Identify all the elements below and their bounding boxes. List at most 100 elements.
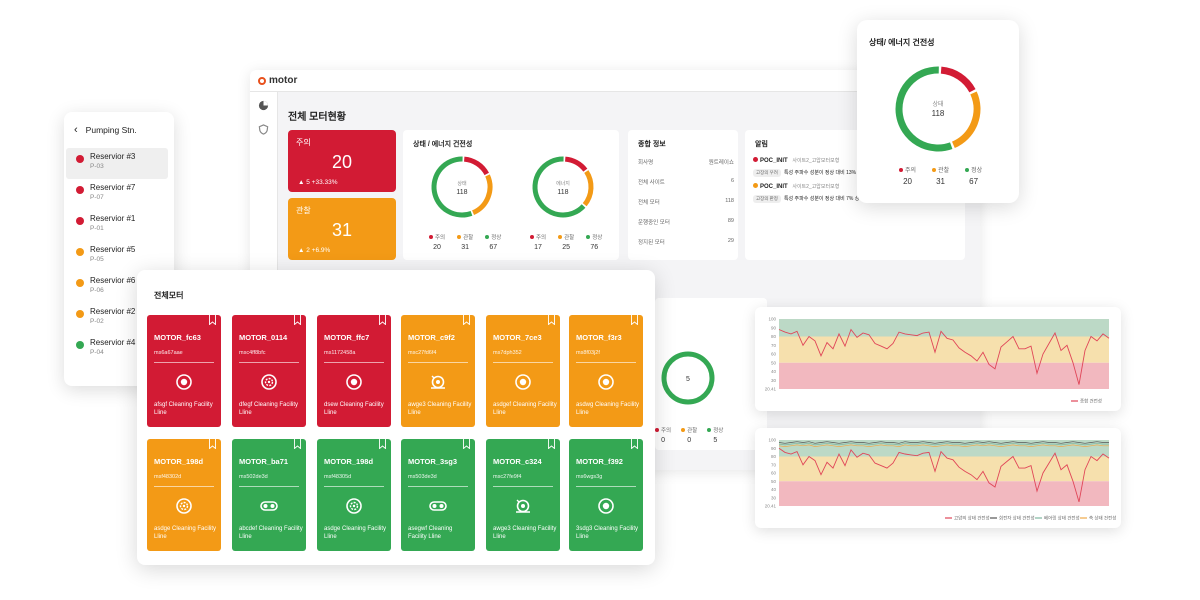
reservoir-item[interactable]: Reservior #4 P-04 [66, 334, 168, 365]
motor-card[interactable]: MOTOR_ba71 ms502de3d abcdef Cleaning Facil… [232, 439, 306, 551]
motor-name: MOTOR_f392 [576, 457, 623, 466]
target-icon [598, 374, 614, 390]
reservoir-item[interactable]: Reservior #3 P-03 [66, 148, 168, 179]
app-logo[interactable]: motor [258, 75, 297, 86]
target-icon [176, 374, 192, 390]
y-tick-label: 30 [771, 495, 777, 500]
reservoir-item[interactable]: Reservior #5 P-05 [66, 241, 168, 272]
reservoir-code: P-01 [90, 225, 104, 232]
donut-slice [471, 174, 493, 216]
motor-card[interactable]: MOTOR_7ce3 ms7dph352 asdgef Cleaning Facil… [486, 315, 560, 427]
motor-card[interactable]: MOTOR_198d msf48305d asdge Cleaning Facili… [317, 439, 391, 551]
status-dot [76, 310, 84, 318]
bookmark-icon[interactable] [631, 315, 638, 325]
legend-item: 주의 20 [429, 233, 445, 251]
bookmark-icon[interactable] [294, 315, 301, 325]
bookmark-icon[interactable] [463, 315, 470, 325]
bookmark-icon[interactable] [631, 439, 638, 449]
reservoir-item[interactable]: Reservior #1 P-01 [66, 210, 168, 241]
legend-item: 정상 67 [965, 165, 982, 186]
health-panel-title: 상태 / 에너지 건전성 [413, 141, 473, 148]
y-tick-label: 90 [771, 325, 777, 330]
motor-code: ms6a67aae [154, 350, 183, 356]
y-tick-label: 20.41 [765, 504, 777, 509]
back-chevron-icon[interactable]: ‹ [74, 124, 78, 136]
motor-code: msf48305d [324, 474, 352, 480]
motor-card[interactable]: MOTOR_f3r3 ms8f03j2f asdwg Cleaning Facili… [569, 315, 643, 427]
series-line [778, 328, 1110, 385]
stat-watch-value: 31 [331, 220, 353, 240]
motor-code: ms7dph352 [493, 350, 522, 356]
motor-card[interactable]: MOTOR_3sg3 ms503de3d asegwf Cleaning Facil… [401, 439, 475, 551]
legend-label: 회전자 상태 건전성 [999, 515, 1035, 522]
legend-label: 축 상태 건전성 [1089, 515, 1116, 522]
stat-watch-card[interactable]: 관찰 31 ▲ 2 +6.9% [288, 198, 396, 260]
fan-icon [346, 498, 362, 514]
reservoir-item[interactable]: Reservior #2 P-02 [66, 303, 168, 334]
pumping-title: Pumping Stn. [85, 125, 137, 135]
reservoir-item[interactable]: Reservior #7 P-07 [66, 179, 168, 210]
y-tick-label: 30 [771, 378, 777, 383]
motor-description: asdge Cleaning Facility Lline [154, 526, 217, 540]
y-tick-label: 70 [771, 462, 777, 467]
motor-code: ms502de3d [239, 474, 268, 480]
alert-tag: 고장의 판정 [753, 195, 781, 203]
reservoir-code: P-07 [90, 194, 104, 201]
bookmark-icon[interactable] [209, 439, 216, 449]
alert-tag: 고장의 우려 [753, 169, 781, 177]
stat-watch-label: 관찰 [296, 206, 311, 215]
legend-label: 고압의 상태 건전성 [954, 515, 990, 522]
shield-icon[interactable] [258, 124, 269, 135]
bookmark-icon[interactable] [379, 315, 386, 325]
alert-item[interactable]: POC_INIT 사이트2_고압모터모형 [753, 157, 839, 164]
bookmark-icon[interactable] [548, 315, 555, 325]
site-status-panel: 5 주의 0 관찰 0 정상 5 [655, 298, 767, 450]
bookmark-icon[interactable] [294, 439, 301, 449]
reservoir-name: Reservior #4 [90, 338, 136, 347]
pie-chart-icon[interactable] [258, 100, 269, 111]
reservoir-name: Reservior #2 [90, 307, 136, 316]
threshold-band [779, 336, 1109, 363]
bookmark-icon[interactable] [379, 439, 386, 449]
series-line [778, 447, 1110, 503]
motor-name: MOTOR_0114 [239, 333, 288, 342]
donut-slice [564, 156, 588, 172]
motor-card[interactable]: MOTOR_198d msf48302d asdge Cleaning Facili… [147, 439, 221, 551]
health-status-donut: 상태 118 [895, 66, 981, 152]
status-legend: 주의 20 관찰 31 정상 67 [429, 233, 501, 251]
component-health-line-chart: 100 90 80 70 60 50 40 30 20.41 고압의 상태 건전성 회전자 상태 건… [755, 428, 1121, 528]
bookmark-icon[interactable] [463, 439, 470, 449]
reservoir-name: Reservior #3 [90, 152, 136, 161]
target-icon [598, 498, 614, 514]
motor-card[interactable]: MOTOR_ffc7 ms1172458a dsew Cleaning Facili… [317, 315, 391, 427]
reservoir-code: P-06 [90, 287, 104, 294]
y-tick-label: 60 [771, 471, 777, 476]
motor-description: awge3 Cleaning Facility Lline [408, 402, 472, 416]
bookmark-icon[interactable] [548, 439, 555, 449]
stat-alert-value: 20 [331, 152, 353, 172]
motor-card[interactable]: MOTOR_c324 msc27fe9f4 awge3 Cleaning Facil… [486, 439, 560, 551]
health-status-title: 상태/ 에너지 건전성 [869, 38, 935, 47]
info-row: 회사명 원트레이쇼 [638, 160, 734, 166]
donut-slice [951, 91, 981, 149]
motor-description: awge3 Cleaning Facility Lline [493, 526, 557, 540]
motor-card[interactable]: MOTOR_0114 msc4ff8bfc dfegf Cleaning Facil… [232, 315, 306, 427]
status-dot [76, 217, 84, 225]
health-status-legend: 주의 20 관찰 31 정상 67 [899, 165, 982, 186]
alert-item[interactable]: POC_INIT 사이트2_고압모터모형 [753, 183, 839, 190]
donut-slice [940, 66, 976, 93]
status-dot [76, 248, 84, 256]
total-health-line-chart: 100 90 80 70 60 50 40 30 20.41 종합 건전성 [755, 307, 1121, 411]
component-health-chart-svg: 100 90 80 70 60 50 40 30 20.41 고압의 상태 건전성 회전자 상태 건… [765, 438, 1117, 522]
reservoir-item[interactable]: Reservior #6 P-06 [66, 272, 168, 303]
alerts-title: 알림 [755, 141, 768, 148]
donut-slice [463, 156, 489, 176]
motor-card[interactable]: MOTOR_fc63 ms6a67aae afsgf Cleaning Facili… [147, 315, 221, 427]
motor-card[interactable]: MOTOR_c9f2 msc27fd6f4 awge3 Cleaning Facil… [401, 315, 475, 427]
stat-alert-card[interactable]: 주의 20 ▲ 5 +33.33% [288, 130, 396, 192]
reservoir-name: Reservior #1 [90, 214, 136, 223]
divider [408, 362, 468, 363]
series-line [778, 444, 1109, 447]
motor-card[interactable]: MOTOR_f392 ms6wgs3g 3sdg3 Cleaning Facilit… [569, 439, 643, 551]
bookmark-icon[interactable] [209, 315, 216, 325]
